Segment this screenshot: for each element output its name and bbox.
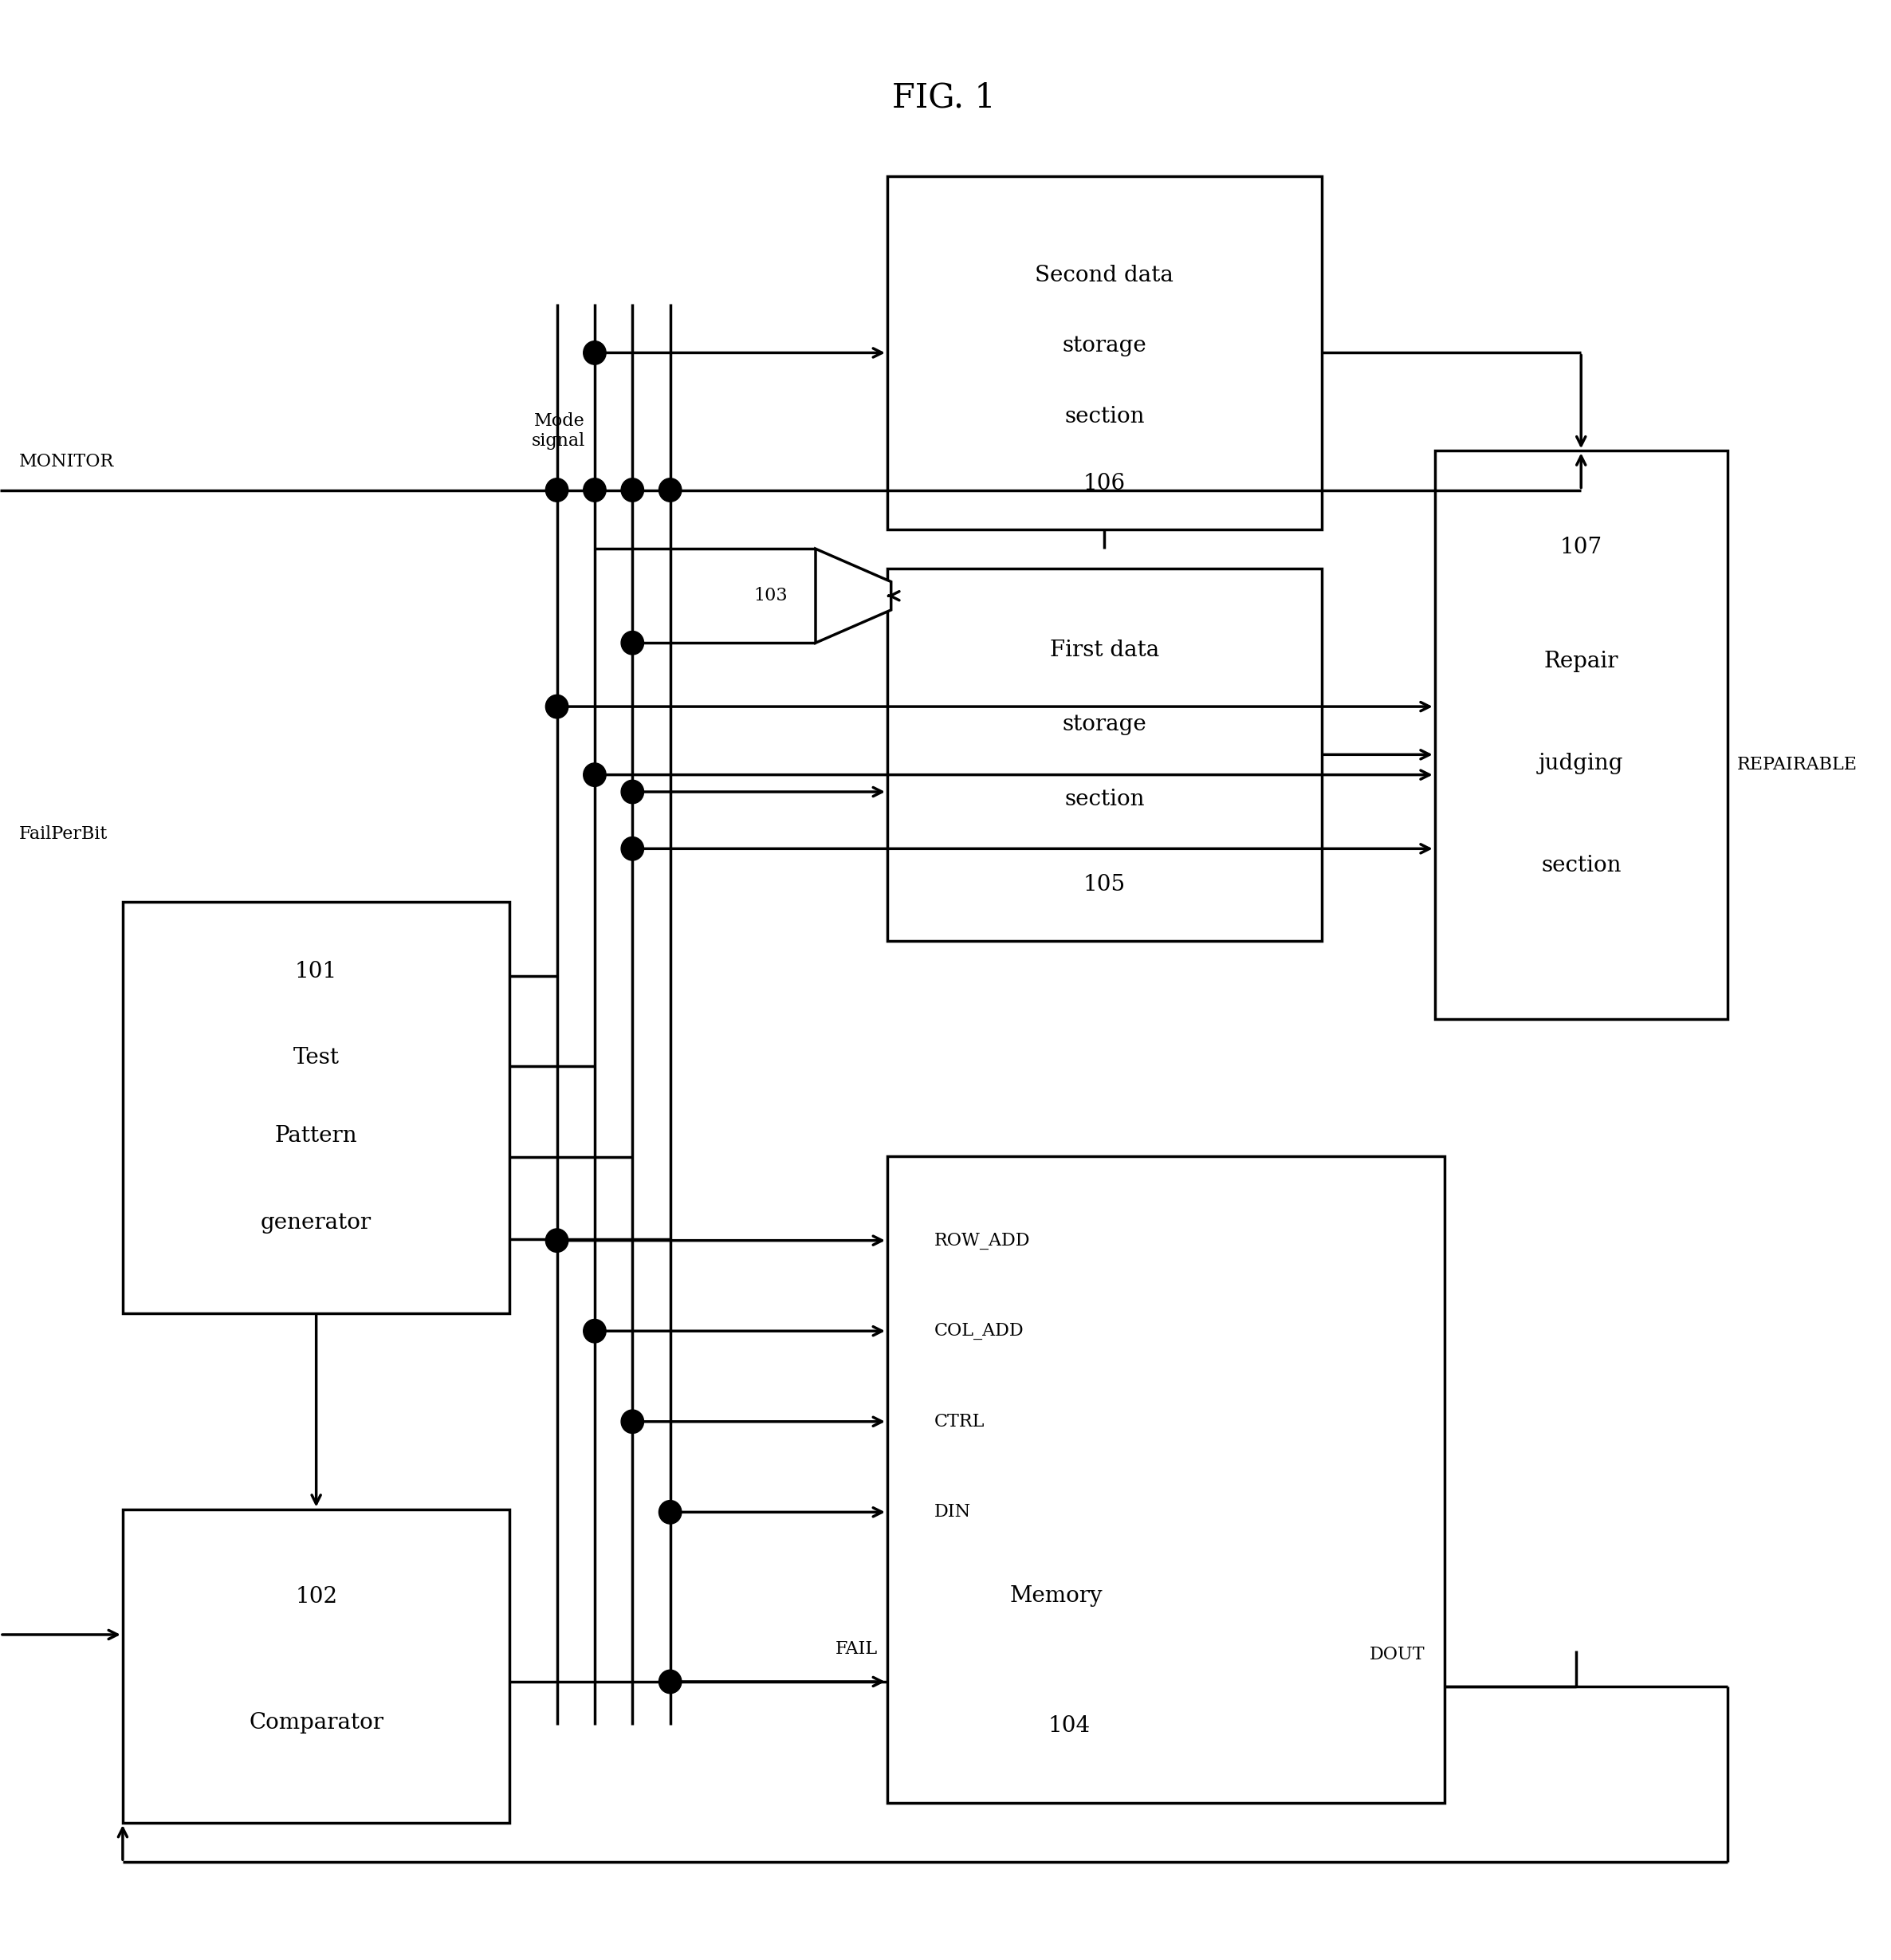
Circle shape bbox=[546, 478, 569, 502]
Text: Pattern: Pattern bbox=[274, 1125, 357, 1147]
Circle shape bbox=[546, 696, 569, 719]
Circle shape bbox=[620, 1409, 643, 1433]
Text: 103: 103 bbox=[753, 588, 787, 604]
Bar bbox=[123, 1509, 511, 1823]
Circle shape bbox=[546, 1229, 569, 1252]
Text: Comparator: Comparator bbox=[250, 1711, 384, 1733]
Text: ROW_ADD: ROW_ADD bbox=[934, 1231, 1031, 1249]
Text: section: section bbox=[1065, 406, 1144, 427]
Text: Test: Test bbox=[293, 1047, 338, 1068]
Text: section: section bbox=[1541, 855, 1621, 876]
Text: Memory: Memory bbox=[1010, 1586, 1102, 1607]
Text: REPAIRABLE: REPAIRABLE bbox=[1736, 757, 1857, 774]
Text: 102: 102 bbox=[295, 1586, 337, 1607]
Text: CTRL: CTRL bbox=[934, 1413, 985, 1431]
Polygon shape bbox=[815, 549, 891, 643]
Circle shape bbox=[658, 1501, 681, 1525]
Circle shape bbox=[582, 762, 605, 786]
Text: FailPerBit: FailPerBit bbox=[19, 825, 108, 843]
Circle shape bbox=[658, 478, 681, 502]
Circle shape bbox=[620, 478, 643, 502]
Bar bbox=[887, 176, 1322, 529]
Text: DOUT: DOUT bbox=[1369, 1646, 1426, 1664]
Text: 106: 106 bbox=[1084, 472, 1125, 494]
Circle shape bbox=[620, 837, 643, 860]
Text: generator: generator bbox=[261, 1211, 373, 1233]
Bar bbox=[1435, 451, 1726, 1019]
Text: 107: 107 bbox=[1560, 537, 1602, 559]
Text: First data: First data bbox=[1050, 639, 1159, 661]
Bar bbox=[887, 1156, 1445, 1803]
Text: 101: 101 bbox=[295, 960, 337, 982]
Text: DIN: DIN bbox=[934, 1503, 972, 1521]
Text: COL_ADD: COL_ADD bbox=[934, 1323, 1025, 1341]
Text: storage: storage bbox=[1063, 713, 1146, 735]
Text: section: section bbox=[1065, 788, 1144, 809]
Text: 105: 105 bbox=[1084, 874, 1125, 896]
Circle shape bbox=[582, 1319, 605, 1343]
Text: FIG. 1: FIG. 1 bbox=[893, 80, 997, 116]
Text: storage: storage bbox=[1063, 335, 1146, 357]
Circle shape bbox=[582, 478, 605, 502]
Text: FAIL: FAIL bbox=[836, 1641, 877, 1658]
Text: judging: judging bbox=[1539, 753, 1624, 774]
Circle shape bbox=[582, 341, 605, 365]
Text: MONITOR: MONITOR bbox=[19, 453, 113, 470]
Text: Second data: Second data bbox=[1034, 265, 1174, 286]
Bar bbox=[887, 568, 1322, 941]
Text: Mode
signal: Mode signal bbox=[531, 412, 584, 451]
Bar bbox=[123, 902, 511, 1313]
Text: Repair: Repair bbox=[1543, 651, 1619, 672]
Text: 104: 104 bbox=[1048, 1715, 1089, 1737]
Circle shape bbox=[620, 780, 643, 804]
Circle shape bbox=[620, 631, 643, 655]
Circle shape bbox=[658, 1670, 681, 1693]
